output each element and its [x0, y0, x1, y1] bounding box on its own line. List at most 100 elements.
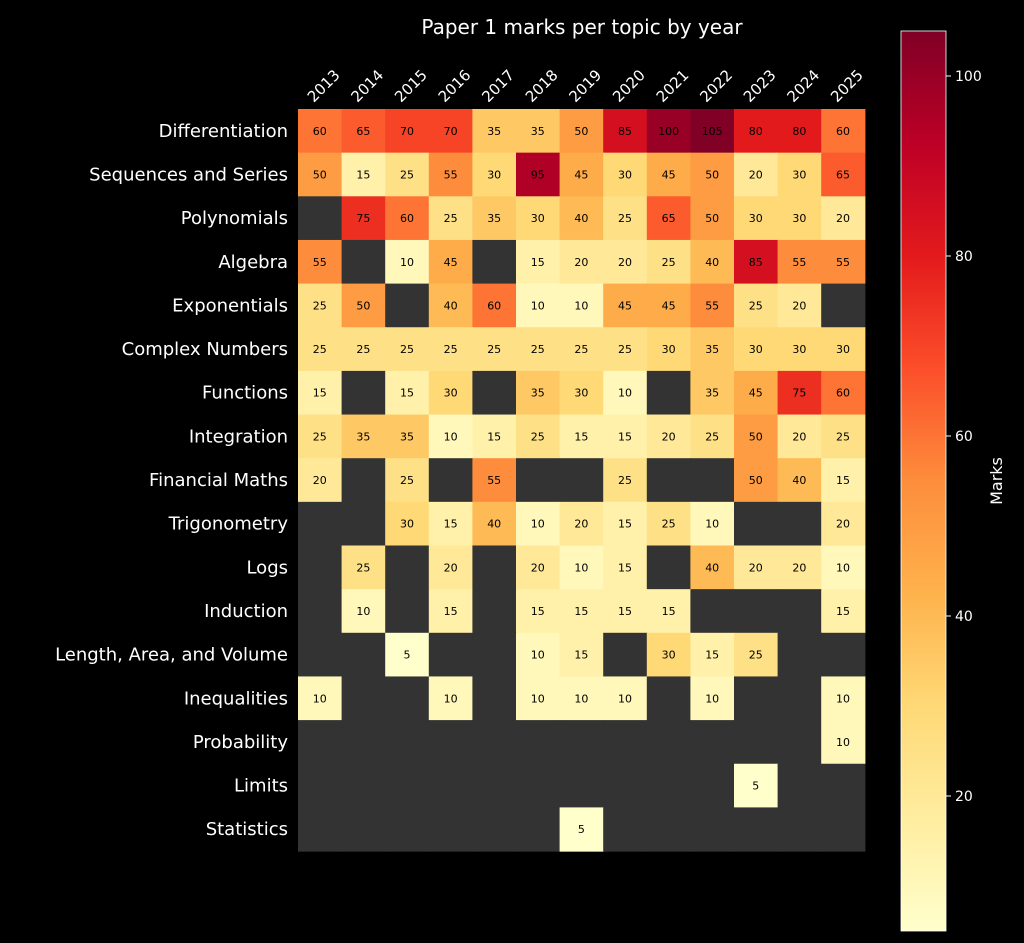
cell-value-label: 10	[705, 692, 719, 705]
cell-value-label: 15	[618, 561, 632, 574]
heatmap-cell	[821, 458, 866, 503]
heatmap-cell	[690, 458, 735, 503]
heatmap-cell	[734, 589, 779, 634]
cell-value-label: 20	[836, 212, 850, 225]
cell-value-label: 15	[574, 605, 588, 618]
heatmap-cell	[559, 807, 604, 852]
heatmap-cell	[646, 283, 691, 328]
heatmap-cell	[734, 414, 779, 459]
cell-value-label: 50	[574, 125, 588, 138]
cell-value-label: 25	[444, 343, 458, 356]
cell-value-label: 25	[662, 256, 676, 269]
y-tick-label: Exponentials	[172, 295, 288, 316]
cell-value-label: 10	[574, 561, 588, 574]
heatmap-cell	[734, 283, 779, 328]
heatmap-cell	[341, 807, 386, 852]
x-tick-label: 2014	[348, 66, 388, 106]
cell-value-label: 40	[574, 212, 588, 225]
heatmap-cell	[516, 327, 561, 372]
cell-value-label: 10	[705, 518, 719, 531]
cell-value-label: 15	[531, 605, 545, 618]
cell-value-label: 15	[705, 649, 719, 662]
heatmap-cell	[428, 676, 473, 721]
heatmap-cell	[472, 589, 517, 634]
heatmap-cell	[341, 763, 386, 808]
heatmap-cell	[734, 545, 779, 590]
heatmap-cell	[559, 327, 604, 372]
heatmap-cell	[298, 152, 343, 197]
cell-value-label: 30	[662, 343, 676, 356]
cell-value-label: 10	[313, 692, 327, 705]
y-tick-label: Complex Numbers	[122, 339, 288, 360]
cell-value-label: 20	[836, 518, 850, 531]
heatmap-cell	[385, 327, 430, 372]
chart-title: Paper 1 marks per topic by year	[421, 15, 743, 39]
heatmap-cell	[428, 807, 473, 852]
cell-value-label: 15	[574, 649, 588, 662]
heatmap-cell	[777, 109, 822, 154]
cell-value-label: 75	[356, 212, 370, 225]
x-tick-label: 2023	[740, 66, 780, 106]
heatmap-cell	[559, 501, 604, 547]
y-tick-label: Functions	[202, 383, 288, 404]
heatmap-cell	[603, 763, 648, 808]
heatmap-cell	[516, 589, 561, 634]
heatmap-cell	[734, 109, 779, 154]
heatmap-cell	[298, 196, 343, 241]
cell-value-label: 45	[662, 299, 676, 312]
colorbar-tick-label: 40	[955, 609, 973, 625]
cell-value-label: 25	[618, 343, 632, 356]
heatmap-cell	[559, 720, 604, 765]
y-tick-labels: Differentiation Sequences and Series Polyn…	[55, 121, 288, 840]
cell-value-label: 10	[400, 256, 414, 269]
heatmap-cell	[646, 632, 691, 678]
y-tick-label: Financial Maths	[149, 470, 288, 491]
heatmap-cell	[298, 632, 343, 678]
heatmap-cell	[690, 327, 735, 372]
cell-value-label: 65	[356, 125, 370, 138]
cell-value-label: 30	[400, 518, 414, 531]
cell-value-label: 30	[487, 168, 501, 181]
cell-value-label: 60	[836, 125, 850, 138]
heatmap-cell	[559, 196, 604, 241]
y-tick-label: Algebra	[218, 252, 288, 273]
cell-value-label: 30	[792, 168, 806, 181]
heatmap-cell	[777, 589, 822, 634]
cell-value-label: 10	[618, 387, 632, 400]
cell-value-label: 25	[618, 474, 632, 487]
cell-value-label: 30	[749, 343, 763, 356]
heatmap-cell	[341, 239, 386, 285]
cell-value-label: 40	[444, 299, 458, 312]
heatmap-cell	[690, 109, 735, 154]
cell-value-label: 25	[313, 430, 327, 443]
cell-value-label: 20	[749, 561, 763, 574]
heatmap-cell	[516, 807, 561, 852]
heatmap-cell	[777, 545, 822, 590]
heatmap-cell	[385, 545, 430, 590]
heatmap-cell	[821, 501, 866, 547]
heatmap-cell	[472, 327, 517, 372]
heatmap-cell	[690, 239, 735, 285]
cell-value-label: 75	[792, 387, 806, 400]
heatmap-cell	[646, 720, 691, 765]
heatmap-cell	[341, 501, 386, 547]
heatmap-cell	[821, 239, 866, 285]
cell-value-label: 35	[705, 343, 719, 356]
heatmap-cell	[559, 589, 604, 634]
cell-value-label: 15	[531, 256, 545, 269]
cell-value-label: 85	[618, 125, 632, 138]
colorbar-tick-label: 20	[955, 789, 973, 805]
heatmap-cell	[428, 414, 473, 459]
cell-value-label: 20	[792, 430, 806, 443]
heatmap-cell	[472, 632, 517, 678]
y-tick-label: Induction	[204, 601, 288, 622]
heatmap-cell	[298, 327, 343, 372]
heatmap-cell	[472, 370, 517, 416]
cell-value-label: 50	[356, 299, 370, 312]
heatmap-cell	[646, 109, 691, 154]
heatmap-cell	[646, 196, 691, 241]
heatmap-cell	[472, 545, 517, 590]
heatmap-cell	[428, 501, 473, 547]
heatmap-cell	[734, 501, 779, 547]
